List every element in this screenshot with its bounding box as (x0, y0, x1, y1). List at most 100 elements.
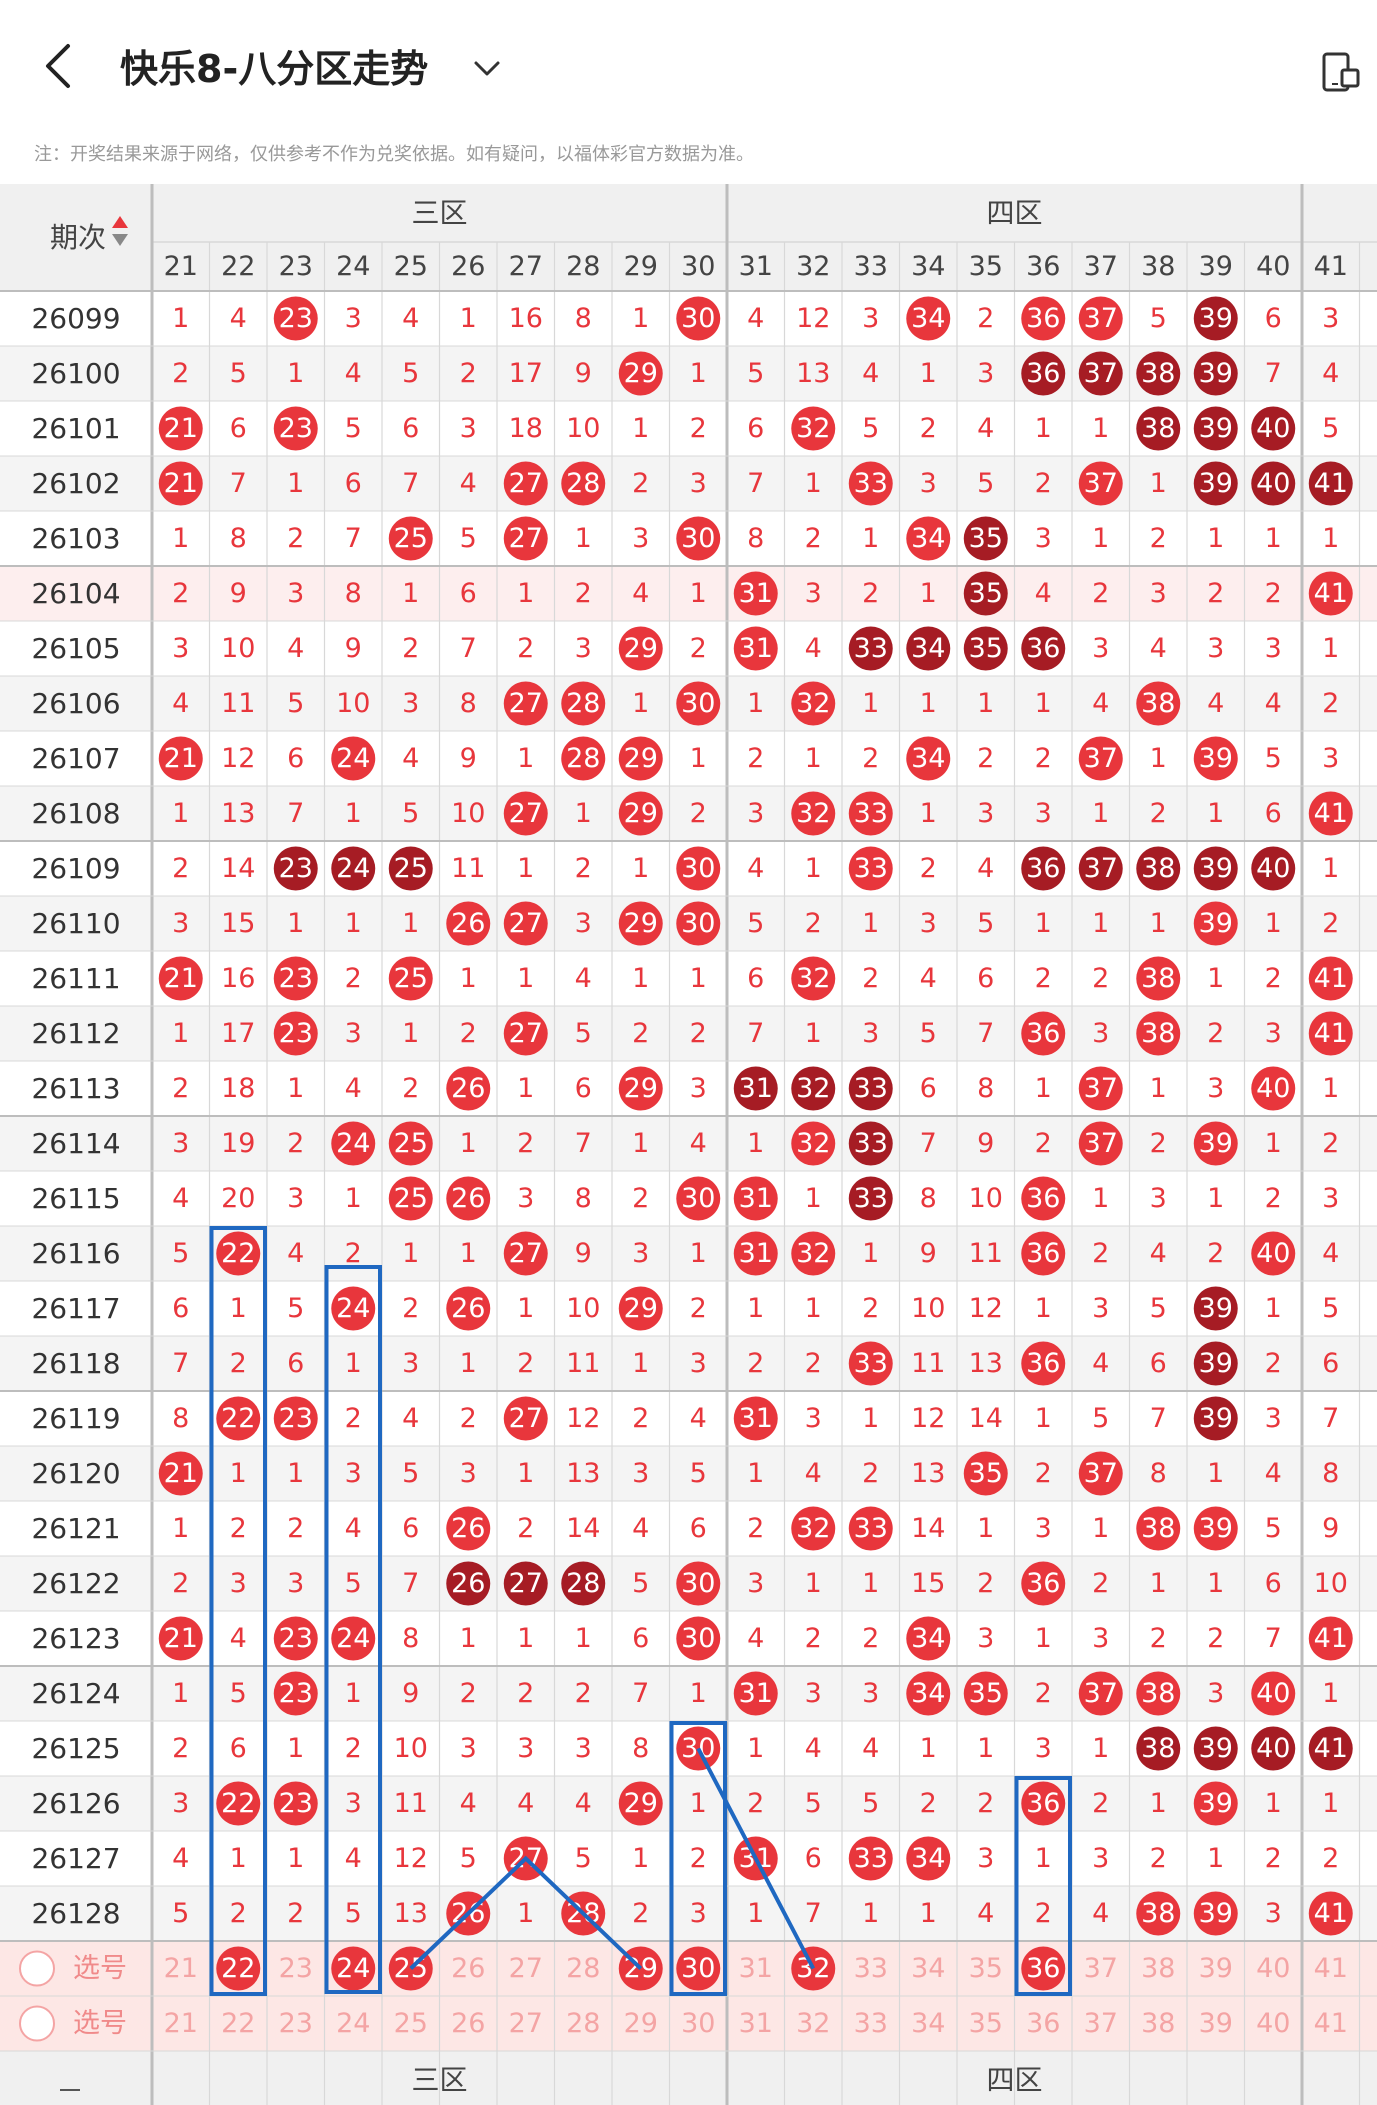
select-number[interactable]: 35 (969, 1953, 1003, 1984)
sort-up-icon[interactable] (112, 216, 128, 228)
select-number[interactable]: 36 (1026, 2008, 1060, 2039)
miss-count: 7 (632, 1678, 649, 1709)
select-number[interactable]: 39 (1199, 1953, 1233, 1984)
miss-count: 1 (517, 1073, 534, 1104)
select-number[interactable]: 26 (451, 1953, 485, 1984)
drawn-ball (791, 791, 836, 836)
select-radio[interactable] (19, 2005, 55, 2042)
drawn-ball (676, 296, 721, 341)
select-number[interactable]: 21 (164, 1953, 198, 1984)
miss-count: 2 (517, 1513, 534, 1544)
selected-number[interactable]: 36 (1026, 1953, 1060, 1984)
select-label[interactable]: 选号 (73, 1953, 127, 1984)
drawn-number: 39 (1199, 853, 1233, 884)
miss-count: 8 (402, 1623, 419, 1654)
select-number[interactable]: 41 (1314, 1953, 1348, 1984)
selected-ball[interactable] (331, 1946, 376, 1991)
select-number[interactable]: 21 (164, 2008, 198, 2039)
select-radio[interactable] (19, 1950, 55, 1987)
select-number[interactable]: 39 (1199, 2008, 1233, 2039)
select-number[interactable]: 38 (1141, 2008, 1175, 2039)
drawn-ball (848, 626, 893, 671)
miss-count: 1 (1092, 798, 1109, 829)
drawn-number: 27 (509, 908, 543, 939)
selected-number[interactable]: 24 (336, 1953, 370, 1984)
drawn-number: 22 (221, 1788, 255, 1819)
miss-count: 5 (460, 523, 477, 554)
miss-count: 2 (690, 1293, 707, 1324)
page-title[interactable]: 快乐8-八分区走势 (120, 47, 429, 91)
drawn-ball (848, 461, 893, 506)
select-number[interactable]: 34 (911, 1953, 945, 1984)
miss-count: 2 (1207, 1623, 1224, 1654)
select-number[interactable]: 24 (336, 2008, 370, 2039)
miss-count: 1 (575, 523, 592, 554)
miss-count: 4 (230, 303, 247, 334)
phone-switch-icon[interactable] (1318, 48, 1362, 96)
zone-label-3: 三区 (411, 197, 467, 230)
drawn-number: 27 (509, 798, 543, 829)
drawn-number: 33 (854, 1513, 888, 1544)
miss-count: 2 (977, 1568, 994, 1599)
drawn-ball (1193, 1396, 1238, 1441)
miss-count: 3 (345, 1018, 362, 1049)
select-number[interactable]: 40 (1256, 1953, 1290, 1984)
miss-count: 1 (1035, 908, 1052, 939)
select-number[interactable]: 26 (451, 2008, 485, 2039)
select-number[interactable]: 38 (1141, 1953, 1175, 1984)
drawn-ball (1136, 956, 1181, 1001)
drawn-number: 34 (911, 1678, 945, 1709)
selected-ball[interactable] (216, 1946, 261, 1991)
drawn-ball (791, 1066, 836, 1111)
drawn-ball (791, 406, 836, 451)
select-number[interactable]: 23 (279, 1953, 313, 1984)
select-label[interactable]: 选号 (73, 2008, 127, 2039)
miss-count: 7 (172, 1348, 189, 1379)
selected-number[interactable]: 30 (681, 1953, 715, 1984)
miss-count: 1 (460, 1348, 477, 1379)
select-number[interactable]: 28 (566, 2008, 600, 2039)
miss-count: 1 (920, 1733, 937, 1764)
chevron-down-icon[interactable] (470, 52, 504, 86)
drawn-number: 31 (739, 1238, 773, 1269)
select-number[interactable]: 28 (566, 1953, 600, 1984)
miss-count: 9 (977, 1128, 994, 1159)
drawn-number: 27 (509, 1018, 543, 1049)
miss-count: 20 (221, 1183, 255, 1214)
select-number[interactable]: 30 (681, 2008, 715, 2039)
select-number[interactable]: 31 (739, 1953, 773, 1984)
select-number[interactable]: 35 (969, 2008, 1003, 2039)
selected-ball[interactable] (1021, 1946, 1066, 1991)
miss-count: 1 (1035, 1403, 1052, 1434)
select-number[interactable]: 25 (394, 2008, 428, 2039)
miss-count: 2 (460, 1018, 477, 1049)
select-number[interactable]: 32 (796, 2008, 830, 2039)
miss-count: 2 (1150, 523, 1167, 554)
miss-count: 4 (575, 1788, 592, 1819)
select-number[interactable]: 34 (911, 2008, 945, 2039)
select-number[interactable]: 40 (1256, 2008, 1290, 2039)
period-header: 期次 (50, 221, 106, 254)
chevron-left-icon[interactable] (38, 36, 88, 96)
select-number[interactable]: 27 (509, 1953, 543, 1984)
select-number[interactable]: 22 (221, 2008, 255, 2039)
select-number[interactable]: 41 (1314, 2008, 1348, 2039)
period-cell: 26115 (31, 1182, 120, 1215)
select-number[interactable]: 23 (279, 2008, 313, 2039)
miss-count: 1 (517, 853, 534, 884)
drawn-ball (273, 296, 318, 341)
drawn-ball (331, 1616, 376, 1661)
select-number[interactable]: 31 (739, 2008, 773, 2039)
select-number[interactable]: 27 (509, 2008, 543, 2039)
select-number[interactable]: 37 (1084, 2008, 1118, 2039)
selected-number[interactable]: 22 (221, 1953, 255, 1984)
select-number[interactable]: 33 (854, 2008, 888, 2039)
sort-down-icon[interactable] (112, 234, 128, 246)
miss-count: 3 (402, 688, 419, 719)
drawn-ball (1251, 1066, 1296, 1111)
select-number[interactable]: 37 (1084, 1953, 1118, 1984)
select-number[interactable]: 33 (854, 1953, 888, 1984)
column-header: 27 (509, 251, 543, 282)
select-number[interactable]: 29 (624, 2008, 658, 2039)
selected-ball[interactable] (676, 1946, 721, 1991)
